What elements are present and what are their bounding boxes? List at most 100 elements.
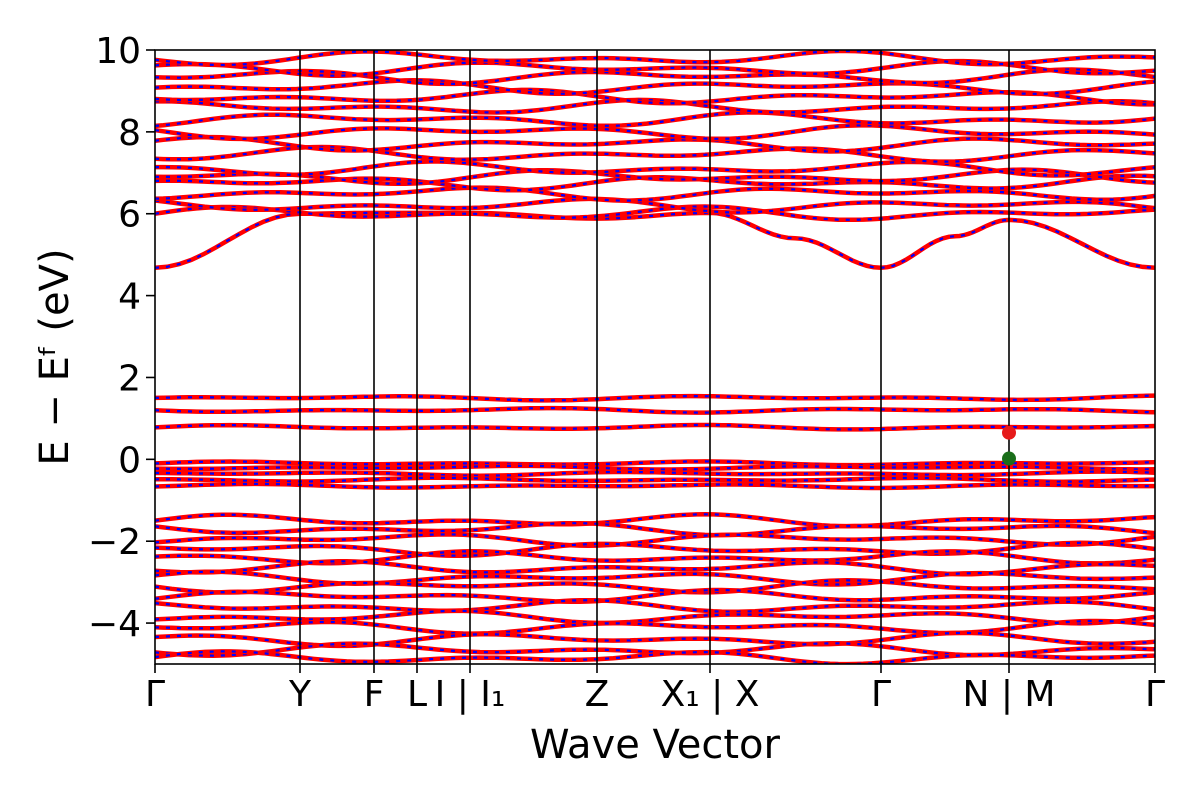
x-tick-label: I | I₁ [435, 674, 506, 715]
band-midgap-1 [155, 405, 1155, 415]
band-spin-down [155, 619, 1155, 635]
band-valence-top-1 [155, 463, 1155, 472]
band-spin-down [155, 211, 1155, 269]
band-spin-down [155, 541, 1155, 557]
band-spin-down [155, 98, 1155, 114]
band-spin-down [155, 476, 1155, 483]
y-tick-label: 0 [118, 440, 141, 481]
markers-layer [1002, 425, 1016, 466]
band-spin-down [155, 160, 1155, 177]
band-conduction-5 [155, 159, 1155, 178]
band-spin-up [155, 569, 1155, 587]
y-tick-label: 6 [118, 195, 141, 236]
band-valence-11 [155, 618, 1155, 636]
band-spin-down [155, 588, 1155, 603]
band-spin-up [155, 67, 1155, 87]
band-conduction-12 [155, 78, 1155, 97]
x-tick-label: L [407, 674, 427, 715]
band-spin-down [155, 460, 1155, 467]
y-tick-label: 10 [95, 31, 141, 72]
band-spin-down [155, 168, 1155, 185]
band-spin-down [155, 570, 1155, 586]
band-valence-top-4 [155, 481, 1155, 491]
band-valence-top-3 [155, 475, 1155, 484]
band-spin-down [155, 533, 1155, 547]
band-spin-down [155, 464, 1155, 471]
band-spin-up [155, 649, 1155, 664]
y-axis: −4 −2 0 2 4 6 8 10 [88, 31, 155, 645]
band-conduction-13 [155, 67, 1155, 87]
band-spin-up [155, 512, 1155, 529]
band-valence-3 [155, 540, 1155, 558]
band-valence-14 [155, 649, 1155, 664]
band-spin-up [155, 110, 1155, 129]
band-spin-up [155, 50, 1155, 68]
band-valence-2 [155, 532, 1155, 548]
band-conduction-lowest-0 [155, 210, 1155, 271]
band-valence-0 [155, 512, 1155, 529]
x-tick-label: Y [288, 674, 312, 715]
band-valence-7 [155, 578, 1155, 595]
x-tick-label: Γ [145, 674, 165, 715]
band-spin-down [155, 50, 1155, 67]
band-spin-down [155, 60, 1155, 77]
y-axis-label: E − Eᶠ (eV) [32, 248, 78, 465]
band-spin-up [155, 618, 1155, 636]
plot-frame [154, 49, 1156, 665]
cbm-marker [1002, 425, 1016, 440]
band-valence-12 [155, 630, 1155, 649]
band-spin-up [155, 520, 1155, 538]
band-spin-down [155, 579, 1155, 594]
band-midgap-2 [155, 393, 1155, 403]
band-spin-down [155, 205, 1155, 221]
band-valence-top-0 [155, 459, 1155, 468]
y-tick-label: −2 [88, 522, 141, 563]
band-spin-down [155, 599, 1155, 613]
band-spin-down [155, 186, 1155, 202]
band-valence-1 [155, 520, 1155, 538]
band-spin-down [155, 111, 1155, 127]
band-spin-down [155, 513, 1155, 528]
band-spin-down [155, 642, 1155, 657]
band-spin-up [155, 78, 1155, 97]
y-tick-label: 4 [118, 277, 141, 318]
band-spin-down [155, 124, 1155, 140]
band-conduction-8 [155, 123, 1155, 142]
x-tick-label: Γ [1145, 674, 1165, 715]
band-spin-up [155, 597, 1155, 614]
band-conduction-1 [155, 196, 1155, 215]
x-tick-label: X₁ | X [661, 674, 760, 715]
y-tick-label: 2 [118, 358, 141, 399]
band-valence-8 [155, 587, 1155, 604]
band-conduction-7 [155, 134, 1155, 154]
band-conduction-10 [155, 97, 1155, 115]
band-spin-down [155, 174, 1155, 192]
y-tick-label: −4 [88, 604, 141, 645]
band-valence-6 [155, 569, 1155, 587]
band-conduction-9 [155, 110, 1155, 129]
band-spin-down [155, 88, 1155, 106]
band-conduction-15 [155, 50, 1155, 68]
band-spin-down [155, 470, 1155, 477]
band-spin-down [155, 609, 1155, 625]
band-spin-down [155, 650, 1155, 664]
vbm-marker [1002, 451, 1016, 466]
kpoint-lines [299, 50, 1010, 664]
x-axis-label: Wave Vector [530, 722, 781, 768]
band-spin-down [155, 394, 1155, 402]
band-spin-down [155, 407, 1155, 414]
x-tick-label: Z [585, 674, 610, 715]
band-spin-down [155, 482, 1155, 490]
band-valence-10 [155, 608, 1155, 626]
band-spin-down [155, 68, 1155, 85]
x-tick-label: Γ [871, 674, 891, 715]
band-conduction-2 [155, 185, 1155, 203]
band-spin-down [155, 522, 1155, 537]
band-valence-9 [155, 597, 1155, 614]
x-tick-label: F [364, 674, 385, 715]
band-spin-down [155, 136, 1155, 153]
band-spin-down [155, 560, 1155, 576]
band-midgap-0 [155, 422, 1155, 432]
